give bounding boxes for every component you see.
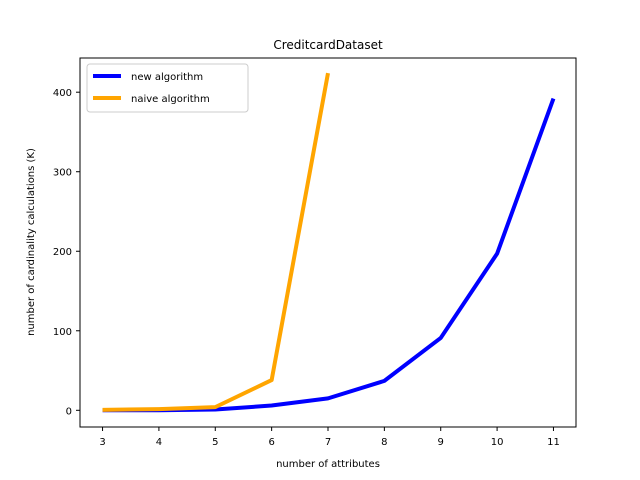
y-tick-label: 200 [53,247,72,258]
x-tick-label: 6 [268,437,274,448]
x-tick-label: 11 [547,437,560,448]
plot-lines [102,72,556,413]
y-tick-label: 100 [53,327,72,338]
legend-label: naive algorithm [131,94,210,105]
x-axis-label: number of attributes [276,459,380,470]
x-tick-label: 3 [99,437,105,448]
legend-box [86,63,249,113]
y-tick-label: 300 [53,168,72,179]
y-axis-label: number of cardinality calculations (K) [26,148,37,336]
x-axis-ticks: 3 4 5 6 7 8 9 10 11 [99,427,560,448]
x-tick-label: 5 [212,437,218,448]
x-tick-label: 7 [325,437,331,448]
plot-frame [79,57,577,428]
chart-title: CreditcardDataset [273,38,383,52]
x-tick-label: 10 [491,437,504,448]
y-tick-label: 400 [53,88,72,99]
x-tick-label: 9 [438,437,444,448]
y-axis-ticks: 0 100 200 300 400 [53,88,80,417]
series-line-2 [102,72,330,412]
x-tick-label: 8 [381,437,387,448]
legend: new algorithm naive algorithm [86,63,249,113]
y-tick-label: 0 [66,406,72,417]
x-tick-label: 4 [156,437,162,448]
legend-label: new algorithm [131,72,203,83]
